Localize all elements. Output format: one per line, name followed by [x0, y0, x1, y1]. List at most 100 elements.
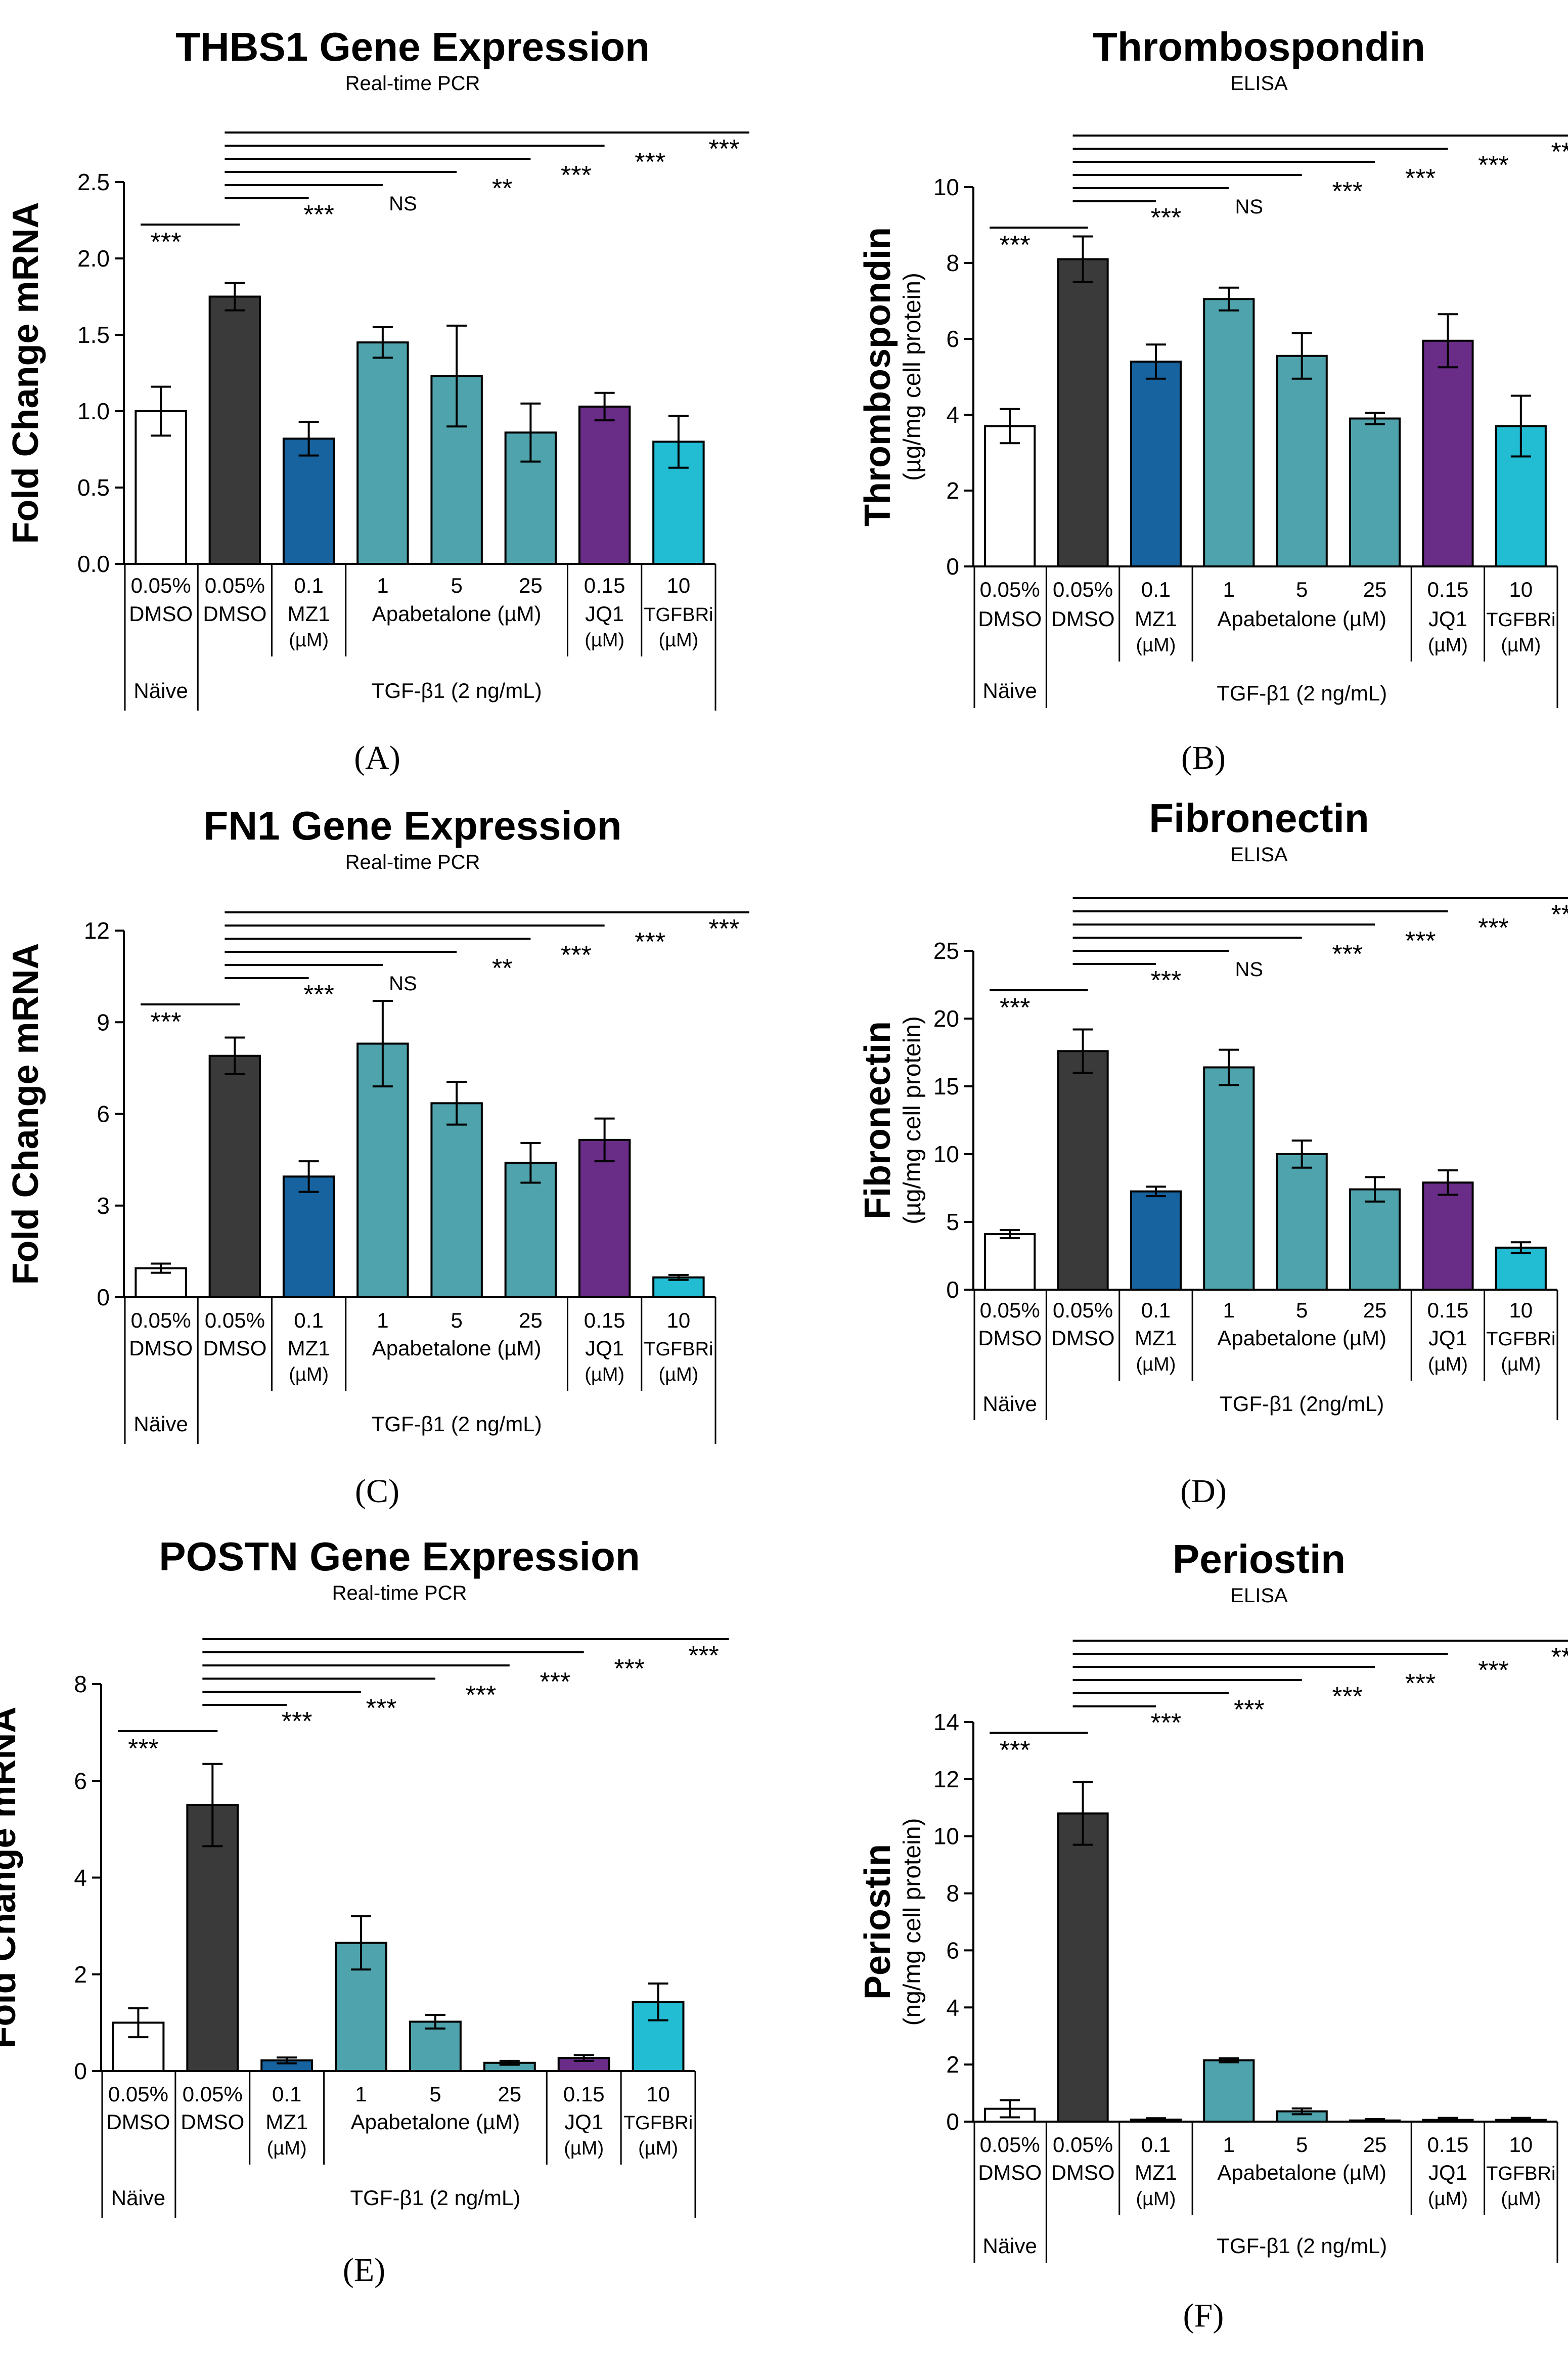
sig-label: ***	[1551, 900, 1568, 930]
y-tick-label: 4	[946, 1994, 959, 2020]
bar-5	[1276, 1153, 1328, 1291]
sig-label: ***	[1405, 164, 1436, 193]
y-tick-label: 2	[946, 2051, 959, 2078]
x-group-tgf: TGF-β1 (2 ng/mL)	[350, 2186, 520, 2210]
y-tick-label: 0	[74, 2058, 87, 2084]
y-axis-unit: (ng/mg cell protein)	[899, 1818, 926, 2026]
sig-label: ***	[688, 1641, 719, 1670]
bar-2	[186, 1804, 239, 2072]
x-sublabel-unit: (µM)	[1501, 635, 1541, 656]
bar-8	[1495, 1246, 1547, 1291]
x-tick-label: 1	[1223, 578, 1235, 601]
x-tick-label: 1	[1223, 1298, 1235, 1322]
y-tick-label: 1.5	[77, 322, 110, 348]
x-sublabel-tgfbri: TGFBRi	[644, 604, 713, 626]
x-tick-label: 0.05%	[205, 1308, 265, 1332]
sig-label: ***	[1000, 231, 1031, 260]
y-tick-label: 0	[97, 1284, 110, 1310]
x-sublabel-unit: (µM)	[658, 630, 698, 651]
x-sublabel-apabetalone: Apabetalone (µM)	[372, 602, 542, 626]
y-tick-label: 5	[946, 1209, 959, 1235]
x-tick-label: 0.15	[1427, 2133, 1469, 2157]
sig-label: NS	[1235, 958, 1264, 981]
x-tick-label: 10	[667, 1308, 691, 1332]
y-tick-label: 12	[84, 917, 110, 944]
sig-label: ***	[1000, 1736, 1031, 1765]
bar-2	[1057, 258, 1109, 567]
x-tick-label: 0.1	[272, 2082, 301, 2106]
x-tick-label: 0.05%	[1053, 1298, 1113, 1322]
bar-2	[1057, 1050, 1109, 1291]
x-sublabel-unit: (µM)	[1501, 1354, 1541, 1375]
x-tick-label: 25	[1363, 1298, 1387, 1322]
x-tick-label: 0.1	[1141, 578, 1171, 601]
y-axis-title: Periostin	[858, 1844, 898, 2000]
y-tick-label: 1.0	[77, 398, 110, 424]
y-axis-unit: (µg/mg cell protein)	[899, 1016, 926, 1224]
x-tick-label: 25	[519, 1308, 543, 1332]
sig-label: ***	[1405, 1669, 1436, 1698]
x-group-naive: Näive	[982, 2234, 1037, 2258]
x-tick-label: 10	[1509, 578, 1533, 601]
sig-label: ***	[282, 1707, 312, 1736]
y-axis-title: Fold Change mRNA	[0, 1707, 23, 2049]
chart-subtitle: ELISA	[1230, 72, 1288, 95]
bar-4	[1203, 2059, 1255, 2123]
x-sublabel-dmso: DMSO	[106, 2110, 170, 2134]
x-sublabel-dmso: DMSO	[129, 602, 193, 626]
sig-label: ***	[1478, 151, 1509, 180]
chart-subtitle: ELISA	[1230, 1585, 1288, 1607]
bar-3	[282, 437, 335, 565]
x-tick-label: 0.15	[584, 1308, 625, 1332]
sig-label: ***	[635, 928, 665, 957]
x-sublabel-tgfbri: TGFBRi	[644, 1339, 713, 1360]
x-tick-label: 5	[1296, 578, 1308, 601]
sig-label: ***	[1551, 1643, 1568, 1672]
chart-subtitle: Real-time PCR	[345, 72, 480, 95]
sig-label: NS	[389, 193, 417, 215]
y-tick-label: 10	[933, 174, 959, 200]
x-sublabel-unit: (µM)	[564, 2138, 604, 2159]
x-tick-label: 0.05%	[108, 2082, 168, 2106]
x-tick-label: 0.15	[584, 574, 625, 597]
x-tick-label: 10	[1509, 1298, 1533, 1322]
x-tick-label: 0.05%	[1053, 2133, 1113, 2157]
bar-3	[1130, 1190, 1182, 1291]
x-sublabel-apabetalone: Apabetalone (µM)	[1217, 2161, 1386, 2184]
sig-label: ***	[1234, 1695, 1265, 1725]
sig-label: ***	[1000, 993, 1031, 1023]
x-sublabel-dmso: DMSO	[1051, 2161, 1115, 2184]
chart-title: POSTN Gene Expression	[159, 1534, 640, 1579]
x-tick-label: 10	[1509, 2133, 1533, 2157]
y-tick-label: 14	[933, 1709, 959, 1735]
x-group-tgf: TGF-β1 (2ng/mL)	[1220, 1392, 1384, 1416]
sig-label: ***	[466, 1681, 497, 1710]
sig-label: ***	[1478, 1656, 1509, 1685]
panel-label: (B)	[1181, 739, 1226, 776]
x-sublabel-mz1: MZ1	[1135, 1326, 1177, 1350]
sig-label: ***	[614, 1654, 645, 1684]
x-sublabel-unit: (µM)	[1136, 635, 1176, 656]
chart-title: THBS1 Gene Expression	[175, 24, 650, 69]
bar-2	[208, 295, 261, 565]
sig-label: ***	[635, 148, 665, 177]
chart-title: FN1 Gene Expression	[204, 803, 622, 848]
y-tick-label: 2	[74, 1961, 87, 1988]
x-group-tgf: TGF-β1 (2 ng/mL)	[372, 1412, 542, 1436]
chart-panel-5: POSTN Gene Expression Real-time PCR 0 2 4 6 8 F…	[0, 1534, 729, 2289]
chart-panel-3: FN1 Gene Expression Real-time PCR 0 3 6 9 12 Fo…	[6, 803, 749, 1510]
x-tick-label: 25	[519, 574, 543, 597]
sig-label: ***	[561, 161, 592, 190]
x-tick-label: 25	[498, 2082, 521, 2106]
panel-label: (D)	[1180, 1473, 1227, 1510]
x-group-tgf: TGF-β1 (2 ng/mL)	[1217, 681, 1387, 705]
sig-label: ***	[1478, 913, 1509, 943]
x-sublabel-apabetalone: Apabetalone (µM)	[1217, 1326, 1386, 1350]
bar-3	[1130, 361, 1182, 567]
sig-label: ***	[1405, 927, 1436, 956]
x-sublabel-mz1: MZ1	[288, 1336, 330, 1360]
chart-title: Periostin	[1173, 1536, 1346, 1581]
sig-label: ***	[709, 135, 740, 164]
x-tick-label: 0.15	[1427, 578, 1469, 601]
y-tick-label: 12	[933, 1766, 959, 1792]
